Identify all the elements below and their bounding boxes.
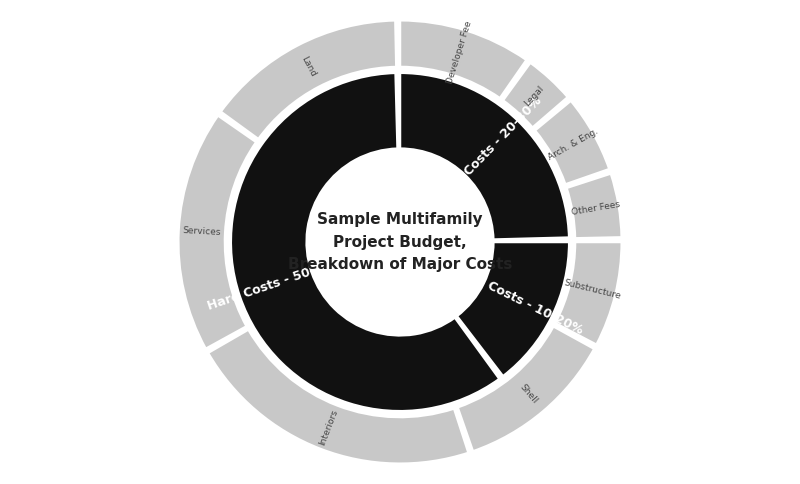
Text: Substructure: Substructure: [563, 278, 622, 301]
Wedge shape: [458, 326, 594, 452]
Text: Hard Costs - 50-70%: Hard Costs - 50-70%: [206, 255, 346, 313]
Text: Land: Land: [299, 54, 317, 78]
Text: Arch. & Eng.: Arch. & Eng.: [546, 127, 599, 162]
Wedge shape: [503, 62, 568, 128]
Wedge shape: [457, 242, 570, 376]
Wedge shape: [566, 173, 622, 238]
Text: Interiors: Interiors: [318, 408, 340, 447]
Text: Developer Fee: Developer Fee: [446, 20, 474, 85]
Text: Services: Services: [182, 226, 222, 237]
Wedge shape: [208, 330, 469, 464]
Text: Other Fees: Other Fees: [570, 200, 621, 217]
Wedge shape: [230, 73, 499, 411]
Wedge shape: [400, 20, 526, 98]
Text: Soft Costs - 20-30%: Soft Costs - 20-30%: [439, 94, 544, 202]
Text: Sample Multifamily
Project Budget,
Breakdown of Major Costs: Sample Multifamily Project Budget, Break…: [288, 212, 512, 272]
Wedge shape: [535, 101, 610, 184]
Wedge shape: [178, 116, 256, 349]
Text: Shell: Shell: [518, 382, 538, 405]
Text: Land Costs - 10-20%: Land Costs - 10-20%: [450, 262, 585, 338]
Wedge shape: [400, 73, 569, 240]
Text: Legal: Legal: [522, 84, 546, 108]
Wedge shape: [555, 242, 622, 345]
Wedge shape: [221, 20, 396, 139]
